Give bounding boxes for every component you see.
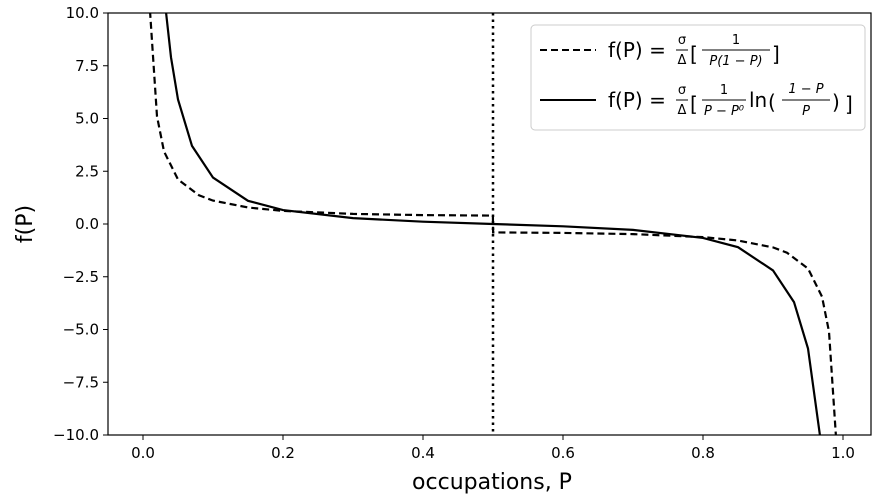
x-tick-label: 0.6 (551, 444, 575, 462)
legend-delta: Δ (678, 103, 687, 118)
legend: f(P) = σ Δ [ 1 P(1 − P) ] f(P) = σ Δ [ 1… (530, 24, 866, 131)
legend-inner-numerator: 1 − P (788, 82, 823, 97)
y-tick-label: 0.0 (75, 215, 99, 233)
series-line-solid (165, 13, 821, 435)
y-tick-label: −10.0 (53, 426, 99, 444)
legend-lhs: f(P) = (608, 88, 666, 112)
x-axis-ticks: 0.0 0.2 0.4 0.6 0.8 1.0 (131, 435, 855, 462)
legend-numerator: 1 (720, 83, 728, 98)
series-layer (149, 13, 837, 435)
legend-ln: ln (749, 88, 767, 112)
x-axis-label: occupations, P (412, 470, 572, 495)
y-tick-label: −2.5 (63, 268, 99, 286)
legend-sigma: σ (678, 33, 686, 48)
legend-frame (530, 24, 866, 131)
plot-area: 10.0 7.5 5.0 2.5 0.0 −2.5 −5.0 −7.5 −10.0 0.0 0.2… (53, 4, 872, 462)
legend-paren-open: ( (768, 90, 776, 114)
y-tick-label: 7.5 (75, 57, 99, 75)
legend-denominator: P(1 − P) (709, 54, 762, 69)
x-tick-label: 1.0 (831, 444, 855, 462)
x-tick-label: 0.8 (691, 444, 715, 462)
y-axis-ticks: 10.0 7.5 5.0 2.5 0.0 −2.5 −5.0 −7.5 −10.0 (53, 4, 108, 444)
legend-bracket-open: [ (690, 42, 698, 66)
y-tick-label: 2.5 (75, 162, 99, 180)
legend-entry-dashed: f(P) = σ Δ [ 1 P(1 − P) ] (540, 33, 780, 69)
x-tick-label: 0.0 (131, 444, 155, 462)
legend-lhs: f(P) = (608, 38, 666, 62)
legend-delta: Δ (678, 53, 687, 68)
series-line-dashed (149, 13, 837, 435)
legend-paren-close: ) (832, 90, 840, 114)
y-tick-label: 10.0 (66, 4, 99, 22)
legend-bracket-open: [ (690, 92, 698, 116)
y-tick-label: −7.5 (63, 373, 99, 391)
y-axis-label: f(P) (13, 205, 38, 243)
legend-bracket-close: ] (845, 92, 853, 116)
y-tick-label: −5.0 (63, 321, 99, 339)
legend-bracket-close: ] (772, 42, 780, 66)
y-tick-label: 5.0 (75, 110, 99, 128)
legend-denominator: P − P⁰ (704, 104, 745, 119)
x-tick-label: 0.4 (411, 444, 435, 462)
legend-entry-solid: f(P) = σ Δ [ 1 P − P⁰ ln ( 1 − P P ) ] (540, 82, 853, 119)
legend-sigma: σ (678, 83, 686, 98)
x-tick-label: 0.2 (271, 444, 295, 462)
legend-inner-denominator: P (802, 104, 810, 119)
legend-numerator: 1 (732, 33, 740, 48)
